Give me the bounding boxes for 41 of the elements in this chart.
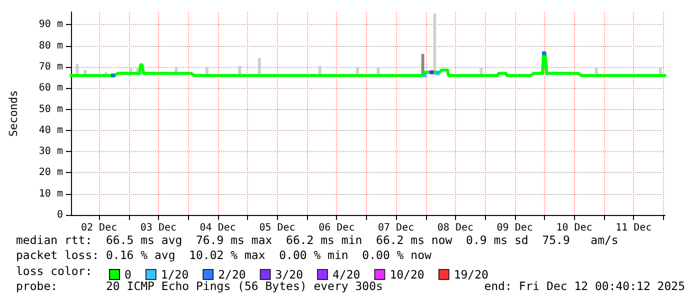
x-tick-label: 08 Dec: [437, 222, 474, 234]
y-tick-label: 90 m: [38, 19, 63, 30]
text: packet loss: 0.16 % avg 10.02 % max 0.00 % min 0.00 % now: [16, 248, 432, 262]
x-tick-label: 06 Dec: [318, 222, 355, 234]
legend-label: 2/20: [218, 268, 246, 282]
y-tick-label: 70 m: [38, 61, 63, 72]
legend-label: 3/20: [275, 268, 304, 282]
y-tick-label: 60 m: [38, 82, 63, 94]
y-tick-label: 20 m: [38, 167, 63, 178]
y-tick-label: 50 m: [38, 104, 63, 115]
x-tick-label: 09 Dec: [496, 222, 533, 234]
y-tick-label: 10 m: [38, 188, 63, 200]
x-tick-label: 05 Dec: [259, 222, 296, 234]
legend-label: 0: [124, 268, 132, 282]
point: [422, 73, 427, 78]
legend-label: 19/20: [454, 268, 489, 282]
text: end: Fri Dec 12 00:40:12 2025: [484, 279, 685, 293]
y-tick-label: 80 m: [38, 40, 63, 52]
x-tick-label: 10 Dec: [556, 222, 592, 234]
point: [110, 73, 115, 78]
x-tick-label: 03 Dec: [140, 222, 177, 234]
y-tick-label: 0: [56, 210, 63, 220]
bar: [433, 14, 436, 76]
legend-title: loss color:: [16, 264, 92, 278]
x-tick-label: 11 Dec: [616, 222, 652, 234]
text: median rtt: 66.5 ms avg 76.9 ms max 66.2 ms min 66.2 ms now 0.9 ms sd 75.9 am/s: [16, 233, 618, 247]
x-tick-label: 07 Dec: [378, 222, 414, 234]
x-tick-label: 02 Dec: [80, 222, 118, 234]
point: [436, 71, 440, 76]
y-tick-label: 40 m: [38, 124, 63, 136]
x-tick-label: 04 Dec: [200, 222, 236, 234]
legend-label: 1/20: [160, 268, 189, 282]
line-series: [70, 52, 666, 77]
y-axis-title: Seconds: [7, 90, 20, 137]
point: [430, 70, 434, 74]
y-tick-label: 30 m: [38, 146, 63, 158]
bar: [258, 58, 261, 76]
legend-label: 4/20: [332, 268, 360, 282]
text: probe: 20 ICMP Echo Pings (56 Bytes) every 300s: [16, 279, 383, 293]
legend-label: 10/20: [390, 268, 424, 282]
point: [542, 51, 546, 56]
